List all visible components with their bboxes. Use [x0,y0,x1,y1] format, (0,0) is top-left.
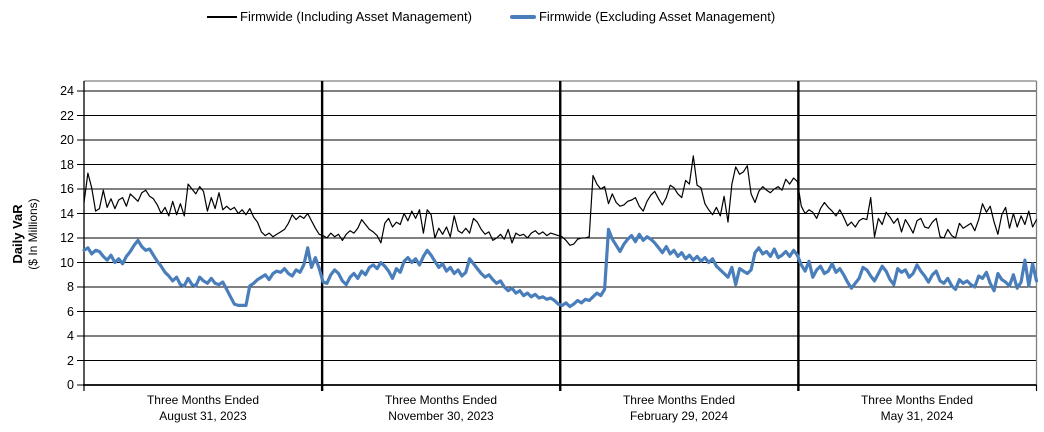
chart-legend: Firmwide (Including Asset Management) Fi… [207,8,775,25]
legend-label-excluding-am: Firmwide (Excluding Asset Management) [538,9,776,24]
x-label-q1-line1: Three Months Ended [146,393,260,407]
x-axis-label-q3: Three Months Ended February 29, 2024 [564,392,794,424]
y-tick-label: 8 [67,280,74,294]
legend-item-excluding-am: Firmwide (Excluding Asset Management) [509,8,776,25]
y-tick-label: 14 [60,206,74,221]
y-tick-label: 12 [60,231,74,245]
y-tick-label: 24 [60,84,74,98]
series-line-excluding-am [82,227,1039,309]
y-tick-label: 6 [67,304,74,319]
y-tick-label: 2 [67,353,74,368]
x-label-q1-line2: August 31, 2023 [159,409,247,423]
y-tick-label: 0 [67,378,74,392]
x-axis-label-q2: Three Months Ended November 30, 2023 [326,392,556,424]
legend-item-including-am: Firmwide (Including Asset Management) [207,8,472,25]
x-label-q2-line1: Three Months Ended [384,393,498,407]
y-tick-label: 16 [60,182,74,196]
legend-label-including-am: Firmwide (Including Asset Management) [240,9,472,24]
y-tick-label: 10 [60,255,74,270]
legend-line-swatch-black [207,15,237,18]
x-axis-label-q4: Three Months Ended May 31, 2024 [802,392,1032,424]
y-tick-label: 20 [60,133,74,147]
legend-line-swatch-blue [509,14,536,19]
x-label-q3-line2: February 29, 2024 [629,409,729,423]
y-tick-label: 22 [60,108,74,123]
series-line-including-am [83,155,1038,246]
x-axis-label-q1: Three Months Ended August 31, 2023 [88,392,318,424]
x-label-q4-line2: May 31, 2024 [880,409,954,423]
x-label-q2-line2: November 30, 2023 [388,409,494,423]
y-tick-label: 18 [60,157,74,172]
y-tick-label: 4 [67,329,74,343]
x-label-q4-line1: Three Months Ended [860,393,974,407]
x-label-q3-line1: Three Months Ended [622,393,736,407]
